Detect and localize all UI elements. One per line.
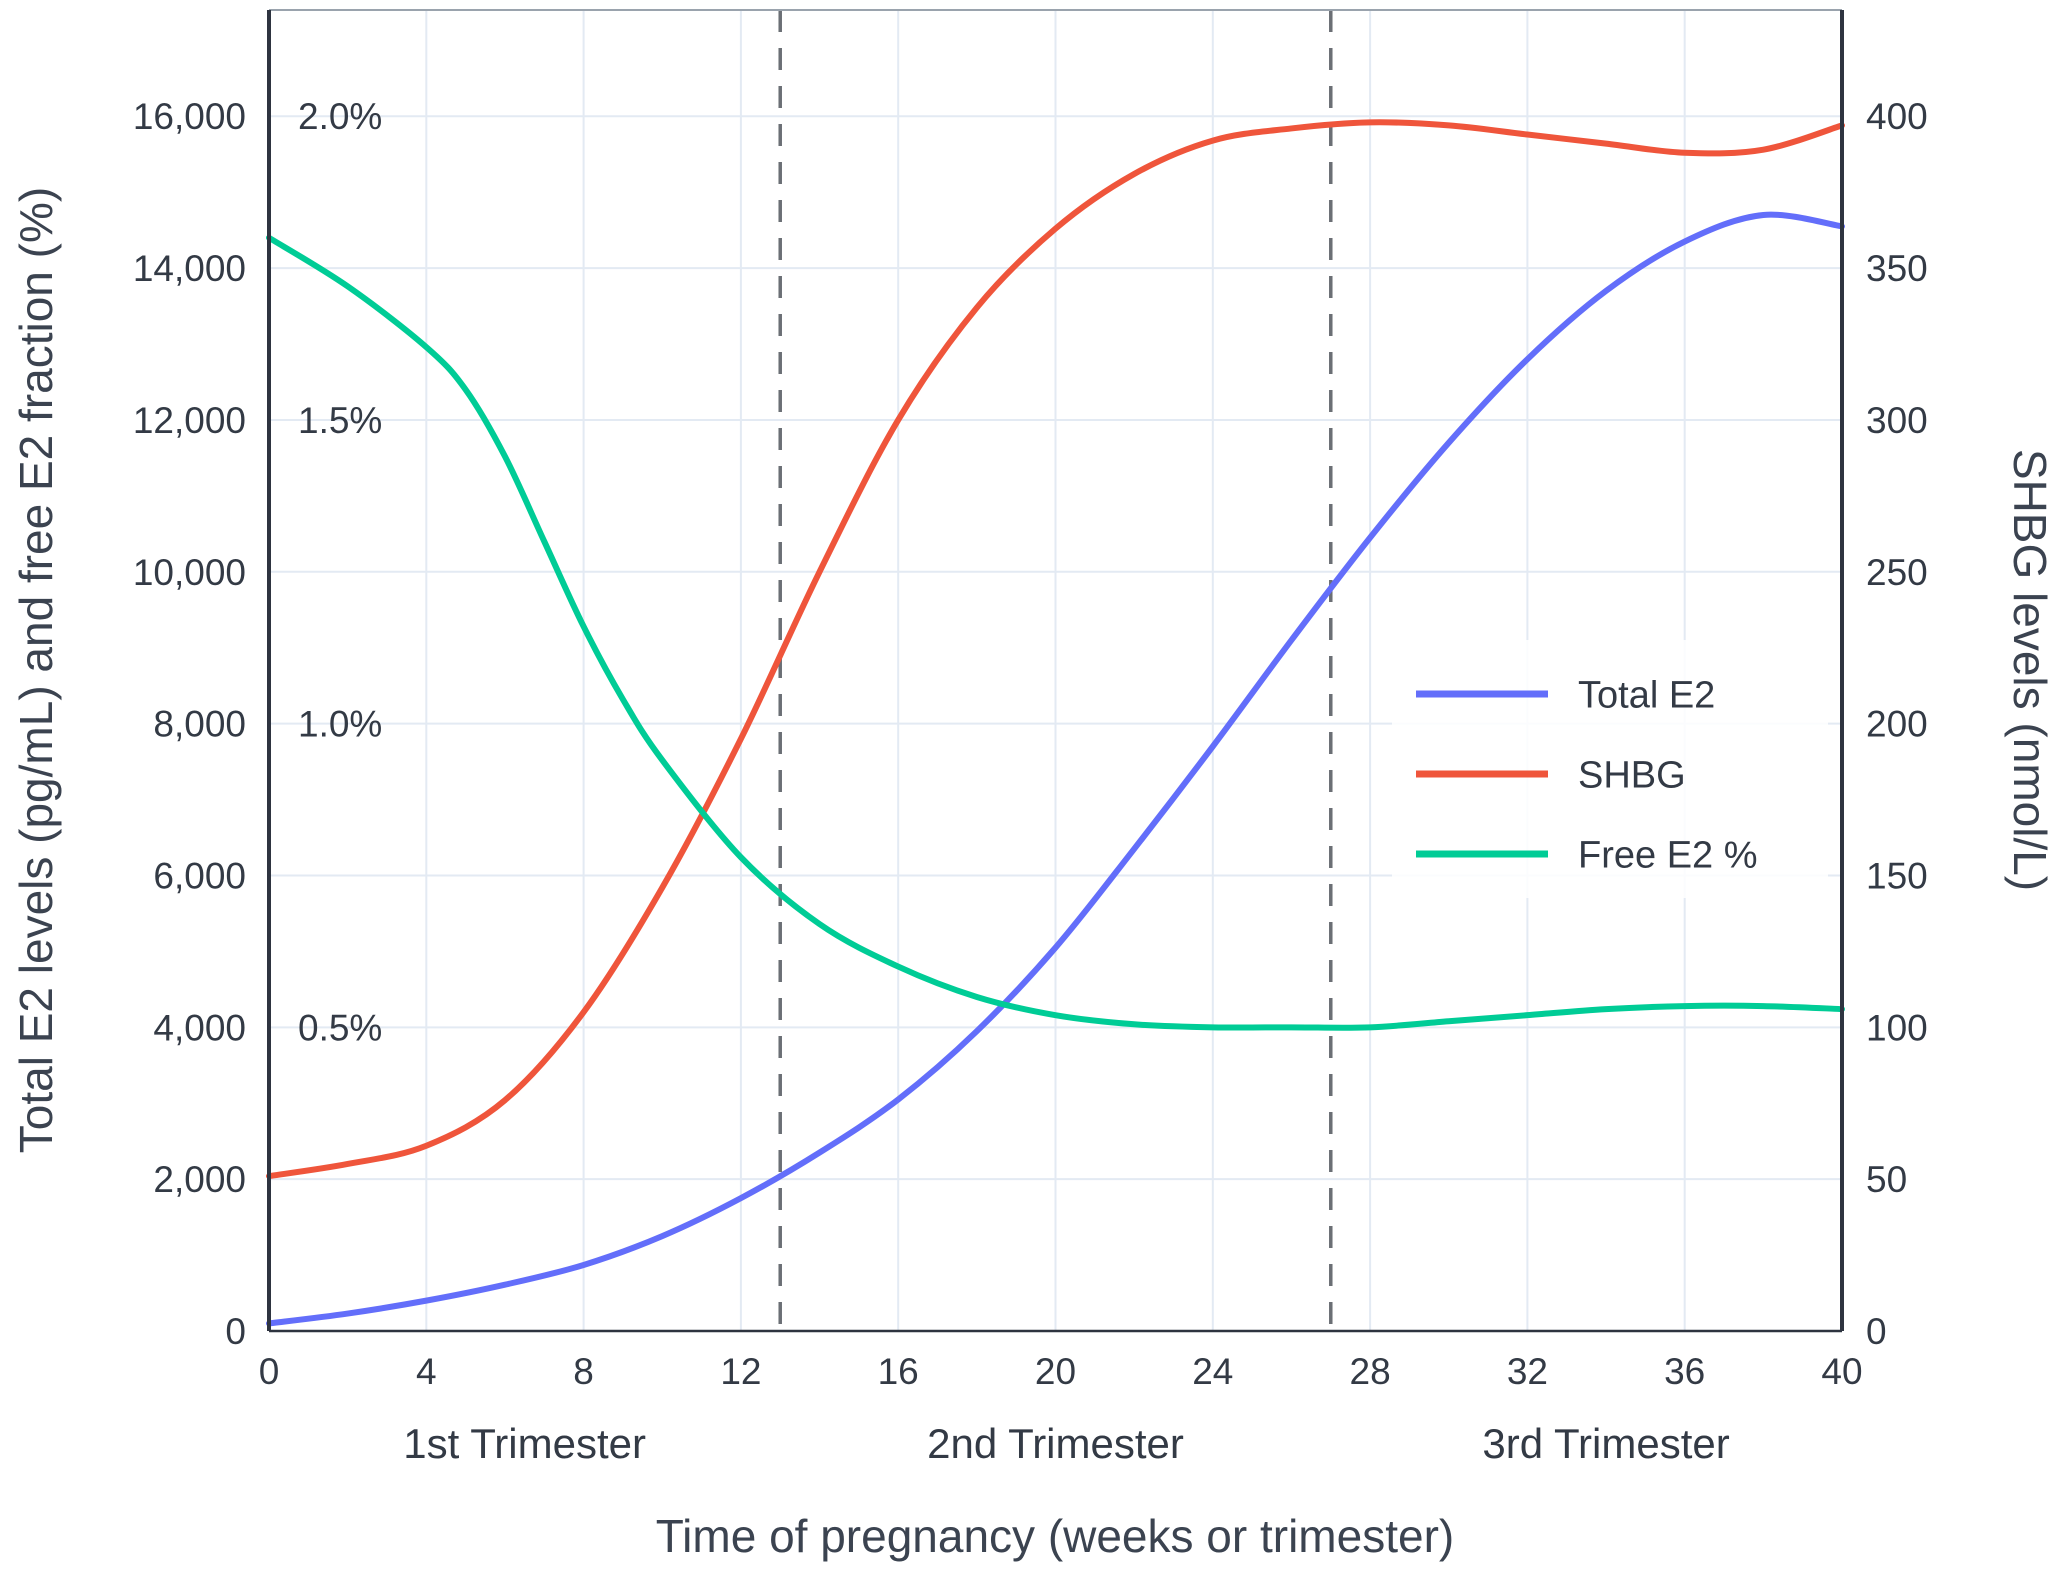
x-tick-label: 36 bbox=[1664, 1351, 1705, 1392]
y-axis-left-title: Total E2 levels (pg/mL) and free E2 frac… bbox=[10, 187, 62, 1153]
x-tick-label: 40 bbox=[1821, 1351, 1862, 1392]
y-axis-right-title: SHBG levels (nmol/L) bbox=[2004, 449, 2048, 891]
percent-tick-label: 2.0% bbox=[298, 96, 382, 137]
total-e2-curve bbox=[266, 211, 1845, 1327]
x-tick-label: 32 bbox=[1507, 1351, 1548, 1392]
x-tick-label: 20 bbox=[1035, 1351, 1076, 1392]
legend-item-shbg[interactable]: SHBG bbox=[1416, 754, 1686, 796]
x-tick-label: 8 bbox=[573, 1351, 594, 1392]
x-tick-label: 16 bbox=[878, 1351, 919, 1392]
legend-label-shbg: SHBG bbox=[1578, 754, 1686, 796]
legend-label-total-e2: Total E2 bbox=[1578, 674, 1715, 716]
x-tick-label: 4 bbox=[416, 1351, 437, 1392]
y-right-tick-label: 150 bbox=[1866, 855, 1928, 896]
y-left-tick-label: 10,000 bbox=[133, 552, 246, 593]
y-axis-right-ticks: 0 50 100 150 200 250 300 350 400 bbox=[1866, 96, 1928, 1352]
y-left-tick-label: 4,000 bbox=[153, 1007, 246, 1048]
x-tick-label: 12 bbox=[720, 1351, 761, 1392]
percent-tick-label: 1.5% bbox=[298, 400, 382, 441]
percent-tick-label: 0.5% bbox=[298, 1007, 382, 1048]
percent-tick-label: 1.0% bbox=[298, 704, 382, 745]
y-left-tick-label: 0 bbox=[225, 1311, 246, 1352]
x-tick-label: 24 bbox=[1192, 1351, 1233, 1392]
legend: Total E2 SHBG Free E2 % bbox=[1392, 640, 1828, 898]
y-right-tick-label: 50 bbox=[1866, 1159, 1907, 1200]
y-left-tick-label: 8,000 bbox=[153, 704, 246, 745]
y-right-tick-label: 200 bbox=[1866, 704, 1928, 745]
y-right-tick-label: 350 bbox=[1866, 248, 1928, 289]
legend-item-free-e2[interactable]: Free E2 % bbox=[1416, 834, 1758, 876]
legend-item-total-e2[interactable]: Total E2 bbox=[1416, 674, 1715, 716]
y-right-tick-label: 0 bbox=[1866, 1311, 1887, 1352]
y-right-tick-label: 100 bbox=[1866, 1007, 1928, 1048]
y-right-tick-label: 300 bbox=[1866, 400, 1928, 441]
legend-label-free-e2: Free E2 % bbox=[1578, 834, 1758, 876]
chart-generated-layers: 0 2,000 4,000 6,000 8,000 10,000 12,000 14,000 1… bbox=[133, 9, 1928, 1467]
y-left-tick-label: 6,000 bbox=[153, 855, 246, 896]
trimester-labels: 1st Trimester 2nd Trimester 3rd Trimester bbox=[403, 1420, 1730, 1467]
shbg-curve bbox=[266, 119, 1845, 1180]
y-right-tick-label: 250 bbox=[1866, 552, 1928, 593]
trimester-label-1st-trimester: 1st Trimester bbox=[403, 1420, 646, 1467]
x-axis-title: Time of pregnancy (weeks or trimester) bbox=[656, 1510, 1454, 1562]
y-left-tick-label: 2,000 bbox=[153, 1159, 246, 1200]
y-left-tick-label: 14,000 bbox=[133, 248, 246, 289]
free-e2-curve bbox=[266, 234, 1845, 1031]
free-e2-percent-ticks: 0.5% 1.0% 1.5% 2.0% bbox=[298, 96, 382, 1048]
y-left-tick-label: 16,000 bbox=[133, 96, 246, 137]
x-tick-label: 28 bbox=[1350, 1351, 1391, 1392]
x-tick-label: 0 bbox=[259, 1351, 280, 1392]
y-left-tick-label: 12,000 bbox=[133, 400, 246, 441]
x-axis-ticks: 0 4 8 12 16 20 24 28 32 36 40 bbox=[259, 1351, 1863, 1392]
y-axis-left-ticks: 0 2,000 4,000 6,000 8,000 10,000 12,000 14,000 1… bbox=[133, 96, 246, 1352]
trimester-label-3rd-trimester: 3rd Trimester bbox=[1482, 1420, 1729, 1467]
trimester-label-2nd-trimester: 2nd Trimester bbox=[927, 1420, 1184, 1467]
y-right-tick-label: 400 bbox=[1866, 96, 1928, 137]
